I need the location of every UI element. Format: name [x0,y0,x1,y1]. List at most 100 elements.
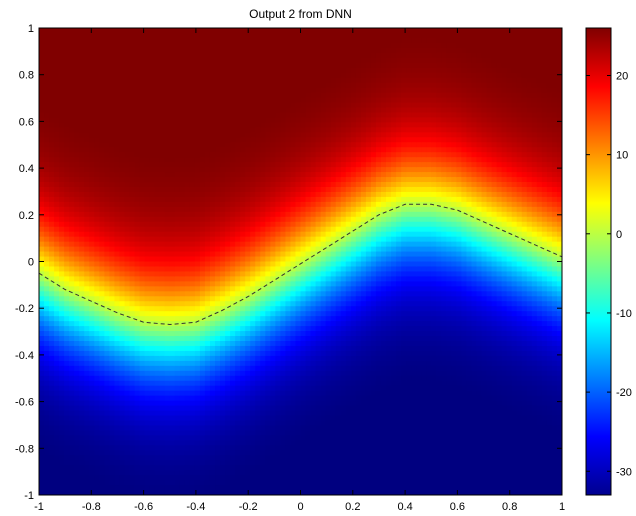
heatmap-cell [109,246,116,253]
heatmap-cell [184,311,191,317]
heatmap-cell [300,321,307,327]
heatmap-cell [119,87,126,94]
heatmap-cell [164,450,171,456]
heatmap-cell [149,172,156,178]
heatmap-cell [255,102,261,109]
heatmap-cell [149,206,156,213]
heatmap-cell [280,206,287,213]
heatmap-cell [179,52,186,59]
heatmap-cell [114,326,121,332]
heatmap-cell [220,77,226,84]
heatmap-cell [69,37,75,44]
heatmap-cell [174,28,181,34]
heatmap-cell [209,445,216,451]
heatmap-cell [250,191,256,198]
heatmap-cell [159,62,166,69]
heatmap-cell [59,72,65,79]
heatmap-cell [104,321,111,327]
heatmap-cell [89,112,95,119]
heatmap-cell [114,390,121,397]
heatmap-cell [245,42,251,49]
heatmap-cell [189,256,196,263]
heatmap-cell [240,480,246,486]
heatmap-cell [275,67,281,74]
heatmap-cell [290,137,297,143]
heatmap-cell [235,450,241,456]
heatmap-cell [54,28,60,34]
heatmap-cell [84,395,90,402]
heatmap-cell [134,172,141,178]
heatmap-cell [119,415,126,422]
heatmap-cell [179,221,186,228]
heatmap-cell [230,142,236,148]
heatmap-cell [84,32,90,39]
heatmap-cell [179,147,186,153]
heatmap-cell [64,311,70,317]
heatmap-cell [164,375,171,382]
heatmap-cell [204,191,211,198]
heatmap-cell [250,261,256,268]
heatmap-cell [215,475,221,481]
heatmap-cell [280,102,287,109]
heatmap-cell [44,306,50,312]
heatmap-cell [275,470,281,476]
heatmap-cell [290,57,297,64]
heatmap-cell [295,137,302,143]
heatmap-cell [159,92,166,99]
heatmap-cell [285,261,292,268]
heatmap-cell [69,340,75,347]
heatmap-cell [69,316,75,322]
heatmap-cell [39,226,45,233]
heatmap-cell [154,301,161,307]
heatmap-cell [164,460,171,466]
heatmap-cell [245,296,251,302]
heatmap-cell [209,162,216,168]
heatmap-cell [189,291,196,297]
heatmap-cell [74,316,80,322]
heatmap-cell [194,127,201,133]
heatmap-cell [255,345,261,352]
heatmap-cell [240,117,246,123]
heatmap-cell [159,256,166,263]
heatmap-cell [44,400,50,407]
heatmap-cell [174,52,181,59]
heatmap-cell [179,32,186,39]
heatmap-cell [174,435,181,441]
heatmap-cell [250,350,256,357]
heatmap-cell [184,455,191,461]
heatmap-cell [39,340,45,347]
heatmap-cell [134,355,141,362]
heatmap-cell [114,216,121,223]
heatmap-cell [255,385,261,392]
heatmap-cell [209,420,216,427]
heatmap-cell [220,47,226,54]
heatmap-cell [144,311,151,317]
heatmap-cell [235,226,241,233]
heatmap-cell [89,211,95,218]
heatmap-cell [59,127,65,133]
heatmap-cell [134,231,141,238]
heatmap-cell [250,405,256,412]
heatmap-cell [59,28,65,34]
heatmap-cell [99,102,105,109]
heatmap-cell [295,355,302,362]
heatmap-cell [94,57,100,64]
heatmap-cell [154,172,161,178]
heatmap-cell [199,490,206,495]
heatmap-cell [179,246,186,253]
heatmap-cell [89,281,95,287]
heatmap-cell [69,460,75,466]
heatmap-cell [124,395,131,402]
heatmap-cell [69,62,75,69]
heatmap-cell [164,326,171,332]
heatmap-cell [204,440,211,446]
heatmap-cell [235,231,241,238]
heatmap-cell [44,435,50,441]
heatmap-cell [109,420,116,427]
heatmap-cell [164,236,171,243]
heatmap-cell [84,450,90,456]
heatmap-cell [109,142,116,148]
heatmap-cell [199,107,206,114]
heatmap-cell [245,360,251,367]
heatmap-cell [164,425,171,432]
